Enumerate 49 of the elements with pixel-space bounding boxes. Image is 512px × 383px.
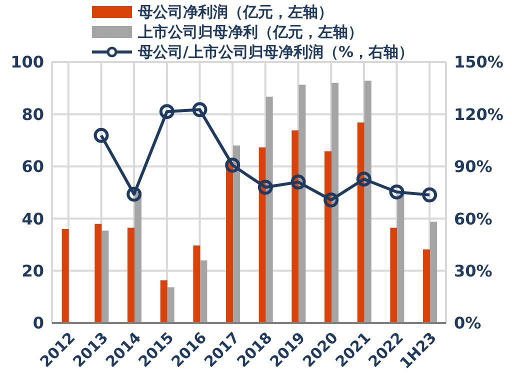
point [159,104,174,120]
bar [292,130,299,323]
y-tick-label: 20 [22,261,44,280]
bar [258,147,266,323]
bar [430,222,438,323]
point [94,128,109,143]
bar [94,224,102,323]
bar [167,287,174,323]
point [324,192,339,208]
point [389,184,404,200]
bar [62,229,69,323]
bar [332,82,339,323]
y2-tick-label: 0% [454,314,482,333]
y-tick-label: 60 [22,157,44,176]
y2-tick-label: 30% [454,261,492,280]
y-tick-label: 40 [22,209,44,228]
point [126,186,142,202]
point [192,102,208,118]
bar [128,228,135,323]
bar [226,162,234,323]
bar [364,80,372,323]
legend-label: 母公司净利润（亿元，左轴） [138,2,333,22]
bar [390,228,398,323]
y-tick-label: 100 [10,52,44,72]
bar [266,96,273,323]
bar [423,249,430,323]
y2-tick-label: 60% [454,209,492,228]
y-tick-label: 0 [32,314,44,333]
point [225,158,240,173]
point [290,174,306,190]
y2-tick-label: 90% [454,157,492,176]
bar [397,194,404,323]
point [356,172,372,187]
bar [193,245,200,323]
bar [134,192,142,323]
point [422,187,438,202]
bar [200,260,208,323]
bar [298,84,306,323]
bar [102,230,109,323]
y2-tick-label: 150% [454,52,504,72]
bar [324,151,332,323]
bar [233,146,240,323]
y2-tick-label: 120% [454,104,504,124]
bar [357,122,364,323]
legend-label: 母公司/上市公司归母净利润（%，右轴） [138,42,414,62]
legend-label: 上市公司归母净利（亿元，左轴） [138,22,363,42]
point [258,180,273,195]
y-tick-label: 80 [22,104,44,124]
bar [160,280,168,323]
